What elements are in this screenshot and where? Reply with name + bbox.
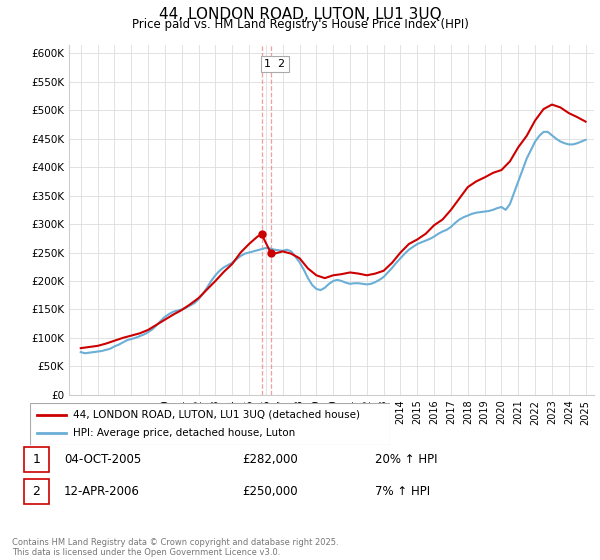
Text: 44, LONDON ROAD, LUTON, LU1 3UQ: 44, LONDON ROAD, LUTON, LU1 3UQ (158, 7, 442, 22)
Text: £250,000: £250,000 (242, 485, 298, 498)
FancyBboxPatch shape (30, 403, 390, 445)
Text: 20% ↑ HPI: 20% ↑ HPI (375, 453, 437, 466)
Text: HPI: Average price, detached house, Luton: HPI: Average price, detached house, Luto… (73, 428, 295, 438)
Text: 1: 1 (32, 453, 40, 466)
Text: Price paid vs. HM Land Registry's House Price Index (HPI): Price paid vs. HM Land Registry's House … (131, 18, 469, 31)
FancyBboxPatch shape (23, 447, 49, 472)
Text: Contains HM Land Registry data © Crown copyright and database right 2025.
This d: Contains HM Land Registry data © Crown c… (12, 538, 338, 557)
Text: £282,000: £282,000 (242, 453, 298, 466)
Text: 2: 2 (32, 485, 40, 498)
Text: 1  2: 1 2 (264, 59, 286, 69)
Text: 04-OCT-2005: 04-OCT-2005 (64, 453, 141, 466)
FancyBboxPatch shape (23, 479, 49, 504)
Text: 7% ↑ HPI: 7% ↑ HPI (375, 485, 430, 498)
Text: 44, LONDON ROAD, LUTON, LU1 3UQ (detached house): 44, LONDON ROAD, LUTON, LU1 3UQ (detache… (73, 410, 360, 420)
Text: 12-APR-2006: 12-APR-2006 (64, 485, 140, 498)
